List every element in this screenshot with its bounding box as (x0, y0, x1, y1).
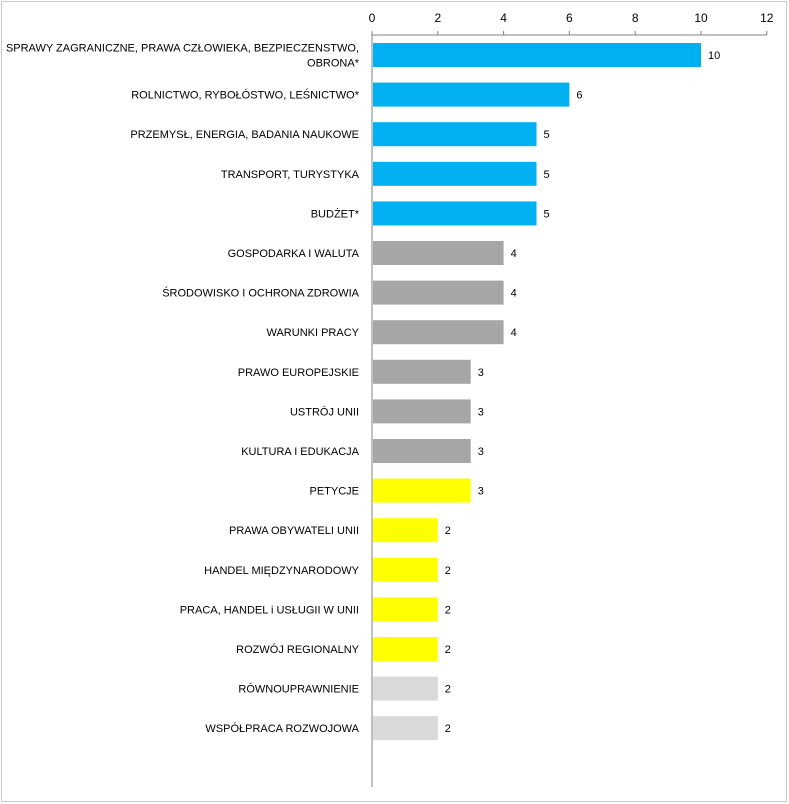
category-label: PRZEMYSŁ, ENERGIA, BADANIA NAUKOWE (130, 129, 359, 141)
x-tick-label: 6 (566, 11, 573, 25)
category-label: BUDŻET* (311, 207, 360, 220)
category-label: RÓWNOUPRAWNIENIE (238, 683, 359, 696)
x-tick-label: 8 (632, 11, 639, 25)
x-tick-label: 0 (369, 11, 376, 25)
bar (373, 280, 504, 305)
category-label: ROZWÓJ REGIONALNY (236, 643, 360, 656)
data-label: 2 (445, 684, 451, 696)
category-label: GOSPODARKA I WALUTA (228, 248, 360, 260)
category-label: ŚRODOWISKO I OCHRONA ZDROWIA (162, 287, 359, 300)
bar (373, 320, 504, 345)
data-label: 5 (544, 169, 550, 181)
category-label: ROLNICTWO, RYBOŁÓSTWO, LEŚNICTWO* (131, 89, 359, 102)
category-label: PETYCJE (309, 486, 359, 498)
data-label: 5 (544, 208, 550, 220)
data-label: 4 (511, 288, 517, 300)
bar (373, 43, 701, 67)
category-label: OBRONA* (307, 58, 360, 70)
bar (373, 161, 537, 186)
bar (373, 637, 438, 661)
category-label: USTRÓJ UNII (290, 405, 359, 418)
data-label: 6 (576, 90, 582, 102)
category-label: SPRAWY ZAGRANICZNE, PRAWA CZŁOWIEKA, BEZ… (6, 43, 359, 55)
category-label: HANDEL MIĘDZYNARODOWY (204, 565, 359, 577)
x-tick-label: 10 (694, 11, 708, 25)
data-label: 3 (478, 367, 484, 379)
data-label: 3 (478, 446, 484, 458)
data-label: 10 (708, 50, 720, 62)
category-label: KULTURA I EDUKACJA (241, 446, 359, 458)
x-tick-label: 4 (500, 11, 507, 25)
bar (373, 399, 471, 424)
bar (373, 716, 438, 741)
bar (373, 241, 504, 265)
category-label: WSPÓŁPRACA ROZWOJOWA (205, 722, 359, 735)
data-label: 2 (445, 565, 451, 577)
x-tick-label: 12 (760, 11, 774, 25)
bar (373, 518, 438, 543)
bar (373, 478, 471, 503)
bar (373, 439, 471, 463)
data-label: 4 (511, 327, 517, 339)
bar (373, 597, 438, 622)
category-label: PRACA, HANDEL i USŁUGII W UNII (180, 604, 359, 616)
data-label: 3 (478, 406, 484, 418)
bar (373, 122, 537, 147)
data-label: 2 (445, 723, 451, 735)
bar (373, 557, 438, 582)
bar (373, 201, 537, 226)
data-label: 2 (445, 644, 451, 656)
data-label: 5 (544, 129, 550, 141)
data-label: 3 (478, 486, 484, 498)
data-label: 2 (445, 604, 451, 616)
category-label: TRANSPORT, TURYSTYKA (221, 169, 360, 181)
category-label: PRAWO EUROPEJSKIE (238, 367, 359, 379)
category-label: WARUNKI PRACY (267, 327, 360, 339)
data-label: 2 (445, 525, 451, 537)
data-label: 4 (511, 248, 517, 260)
bar (373, 82, 570, 107)
category-label: PRAWA OBYWATELI UNII (229, 525, 359, 537)
x-tick-label: 2 (434, 11, 441, 25)
bar (373, 676, 438, 701)
bar (373, 359, 471, 384)
